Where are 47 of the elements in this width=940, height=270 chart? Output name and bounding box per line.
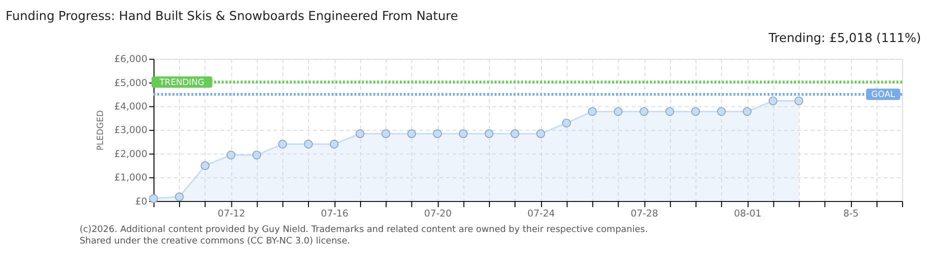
- y-tick-label: £1,000: [114, 172, 148, 184]
- point: [588, 107, 597, 116]
- x-tick-label: 07-24: [527, 208, 555, 220]
- point: [433, 129, 442, 138]
- x-tick-label: 08-01: [734, 208, 762, 220]
- point: [614, 107, 623, 116]
- point: [381, 129, 390, 138]
- point: [665, 107, 674, 116]
- x-tick-label: 07-16: [320, 208, 348, 220]
- point: [252, 150, 262, 160]
- point: [200, 161, 210, 170]
- x-tick-label: 07-20: [424, 208, 452, 220]
- point: [794, 96, 804, 106]
- point: [691, 107, 700, 116]
- point: [716, 107, 726, 116]
- point: [304, 140, 313, 149]
- x-tick-label: 8-5: [843, 208, 859, 220]
- point: [149, 194, 158, 204]
- point: [536, 129, 546, 138]
- point: [768, 96, 778, 106]
- point: [640, 107, 648, 116]
- point: [407, 129, 416, 138]
- x-tick-label: 07-12: [218, 208, 246, 220]
- point: [174, 192, 184, 202]
- text: Shared under the creative commons (CC BY-NC 3.0) license.: [80, 236, 350, 247]
- point: [510, 129, 520, 138]
- x-tick-label: 07-28: [630, 208, 658, 220]
- point: [742, 107, 752, 116]
- point: [330, 140, 339, 149]
- point: [562, 118, 571, 128]
- y-tick-label: £0: [135, 196, 148, 208]
- text: (c)2026. Additional content provided by Guy Nield. Trademarks and related content are owned by their respective companies.: [80, 225, 648, 236]
- y-tick-label: £5,000: [114, 78, 148, 89]
- point: [484, 129, 494, 138]
- y-axis-title: PLEDGED: [96, 110, 106, 151]
- y-tick-label: £4,000: [114, 102, 148, 113]
- point: [226, 150, 236, 160]
- point: [278, 140, 288, 149]
- ref-line-label: TRENDING: [158, 78, 204, 88]
- ref-line-label: GOAL: [871, 90, 896, 100]
- y-tick-label: £2,000: [114, 148, 148, 160]
- text: Trending: £5,018 (111%): [768, 30, 922, 45]
- y-tick-label: £6,000: [114, 54, 148, 66]
- point: [458, 129, 468, 138]
- y-tick-label: £3,000: [114, 125, 148, 136]
- chart-title: Funding Progress: Hand Built Skis & Snowboards Engineered From Nature: [6, 8, 458, 23]
- point: [356, 129, 364, 138]
